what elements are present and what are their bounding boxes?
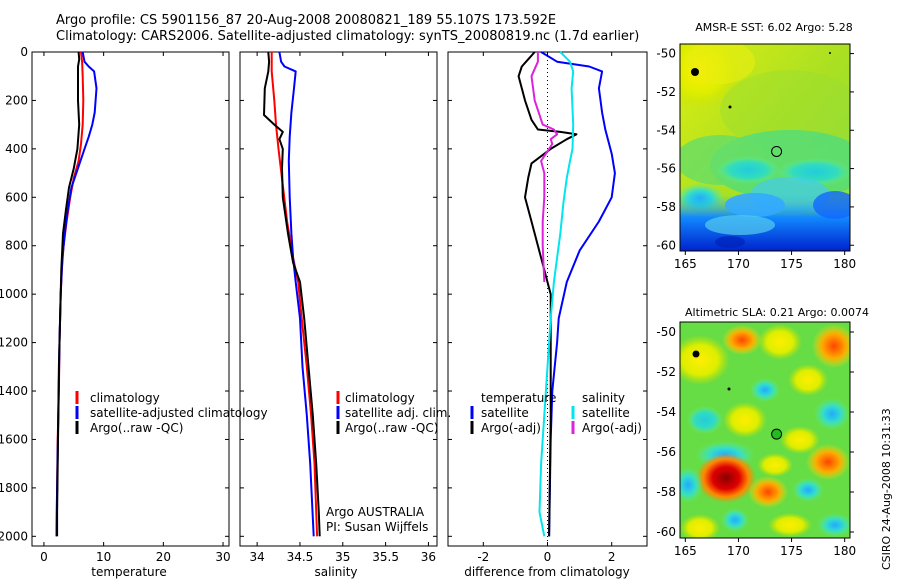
x-tick-label: 180 [833, 257, 856, 271]
series-line-temperature-argo-adj [517, 51, 578, 537]
y-tick-label: 1000 [0, 287, 28, 301]
y-tick-label: -50 [656, 47, 676, 61]
x-tick-label: 170 [727, 257, 750, 271]
pi-label: PI: Susan Wijffels [326, 520, 428, 534]
sst-axes: 165 170 175 180 -50 -52 -54 -56 -58 -60 [656, 47, 856, 271]
x-tick-label: 10 [96, 550, 111, 564]
difference-series [517, 51, 616, 537]
x-tick-label: 36 [421, 550, 436, 564]
difference-legend: temperature salinity satellite Argo(-adj… [470, 391, 642, 435]
salinity-plot-frame [239, 51, 438, 547]
temperature-panel: 0 10 20 30 0 200 400 600 800 1000 1200 1400 1600 1800… [0, 45, 268, 579]
sst-heatmap [680, 44, 850, 251]
series-line-salinity-satellite [538, 51, 575, 537]
legend-temperature-argo: Argo(-adj) [481, 421, 541, 435]
legend-salinity-satellite: satellite [582, 406, 630, 420]
y-tick-label: 1600 [0, 432, 28, 446]
y-tick-label: 800 [5, 239, 28, 253]
salinity-xlabel: salinity [314, 565, 357, 579]
series-line-argo-raw-qc [56, 51, 81, 537]
difference-xlabel: difference from climatology [464, 565, 630, 579]
legend-climatology: climatology [90, 391, 160, 405]
x-tick-label: 30 [215, 550, 230, 564]
series-line-argo-raw-qc [263, 51, 321, 537]
x-tick-label: 34.5 [287, 550, 314, 564]
salinity-legend: climatology satellite adj. clim. Argo(..… [336, 391, 451, 435]
y-tick-label: 2000 [0, 529, 28, 543]
x-tick-label: 170 [727, 544, 750, 558]
figure-title-line2: Climatology: CARS2006. Satellite-adjuste… [56, 29, 640, 44]
x-tick-label: 0 [544, 550, 552, 564]
y-tick-label: -58 [656, 485, 676, 499]
temperature-legend: climatology satellite-adjusted climatolo… [75, 391, 268, 435]
series-line-satellite-adjusted-climatology [55, 51, 98, 537]
y-tick-label: -56 [656, 162, 676, 176]
series-line-climatology [270, 52, 319, 537]
sla-map-panel: Altimetric SLA: 0.21 Argo: 0.0074 [656, 306, 869, 558]
salinity-series [263, 51, 321, 537]
y-tick-label: -52 [656, 365, 676, 379]
y-tick-label: -58 [656, 200, 676, 214]
sla-heatmap [680, 322, 850, 538]
legend-argo: Argo(..raw -QC) [345, 421, 438, 435]
salinity-axes: 34 34.5 35 35.5 36 [240, 51, 437, 564]
difference-axes: -2 0 2 [448, 51, 647, 564]
sla-map-title: Altimetric SLA: 0.21 Argo: 0.0074 [685, 306, 869, 319]
y-tick-label: 200 [5, 93, 28, 107]
y-tick-label: -60 [656, 238, 676, 252]
temperature-xlabel: temperature [91, 565, 166, 579]
x-tick-label: 165 [674, 544, 697, 558]
temperature-plot-frame [31, 51, 230, 547]
x-tick-label: 34 [249, 550, 264, 564]
x-tick-label: 20 [156, 550, 171, 564]
series-line-satellite-adj-clim [278, 51, 315, 537]
y-tick-label: 600 [5, 190, 28, 204]
x-tick-label: 2 [608, 550, 616, 564]
sst-map-panel: AMSR-E SST: 6.02 Argo: 5.28 165 170 175 180… [656, 21, 856, 271]
y-tick-label: 400 [5, 142, 28, 156]
x-tick-label: 35 [335, 550, 350, 564]
y-tick-label: 1200 [0, 336, 28, 350]
legend-argo: Argo(..raw -QC) [90, 421, 183, 435]
y-tick-label: -60 [656, 525, 676, 539]
series-line-salinity-argo-adj [530, 52, 559, 283]
series-line-temperature-satellite [540, 51, 616, 537]
y-tick-label: -54 [656, 123, 676, 137]
temperature-axes: 0 10 20 30 0 200 400 600 800 1000 1200 1400 1600 1800… [0, 45, 231, 564]
x-tick-label: -2 [477, 550, 489, 564]
legend-satellite-adjusted: satellite-adjusted climatology [90, 406, 268, 420]
x-tick-label: 165 [674, 257, 697, 271]
legend-satellite-adj: satellite adj. clim. [345, 406, 451, 420]
x-tick-label: 180 [833, 544, 856, 558]
sla-argo-location-marker [771, 428, 783, 440]
sla-axes: 165 170 175 180 -50 -52 -54 -56 -58 -60 [656, 325, 856, 558]
y-tick-label: 1400 [0, 384, 28, 398]
sst-map-title: AMSR-E SST: 6.02 Argo: 5.28 [695, 21, 853, 34]
y-tick-label: -50 [656, 325, 676, 339]
y-tick-label: 1800 [0, 481, 28, 495]
legend-header-salinity: salinity [582, 391, 625, 405]
x-tick-label: 175 [780, 544, 803, 558]
legend-salinity-argo: Argo(-adj) [582, 421, 642, 435]
sst-argo-location-marker [771, 145, 783, 157]
y-tick-label: 0 [20, 45, 28, 59]
figure-title-line1: Argo profile: CS 5901156_87 20-Aug-2008 … [56, 13, 557, 28]
difference-panel: -2 0 2 difference from climatology tempera… [447, 51, 648, 579]
y-tick-label: -52 [656, 85, 676, 99]
x-tick-label: 35.5 [372, 550, 399, 564]
y-tick-label: -54 [656, 405, 676, 419]
argo-australia-label: Argo AUSTRALIA [326, 505, 425, 519]
legend-temperature-satellite: satellite [481, 406, 529, 420]
x-tick-label: 0 [40, 550, 48, 564]
legend-header-temperature: temperature [481, 391, 556, 405]
csiro-timestamp: CSIRO 24-Aug-2008 10:31:33 [880, 408, 893, 570]
sla-map-frame [679, 321, 851, 539]
salinity-panel: 34 34.5 35 35.5 36 salinity climatology sate… [239, 51, 451, 579]
x-tick-label: 175 [780, 257, 803, 271]
temperature-series [55, 51, 98, 537]
legend-climatology: climatology [345, 391, 415, 405]
y-tick-label: -56 [656, 445, 676, 459]
sst-map-frame [679, 43, 851, 252]
